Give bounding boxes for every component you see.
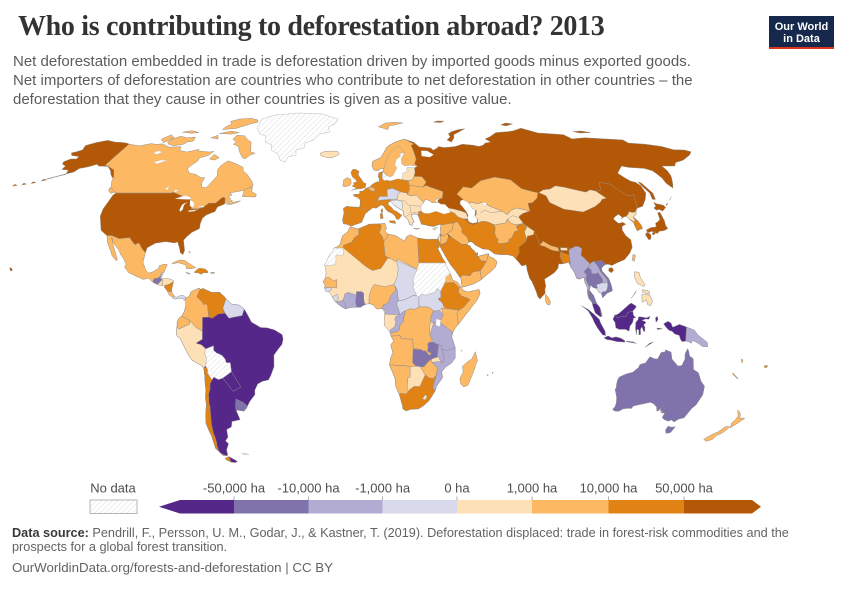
svg-text:10,000 ha: 10,000 ha <box>580 481 639 496</box>
svg-text:No data: No data <box>90 481 136 496</box>
svg-text:0 ha: 0 ha <box>444 481 470 496</box>
svg-text:-10,000 ha: -10,000 ha <box>277 481 340 496</box>
svg-text:50,000 ha: 50,000 ha <box>655 481 714 496</box>
svg-text:-1,000 ha: -1,000 ha <box>355 481 411 496</box>
svg-text:-50,000 ha: -50,000 ha <box>203 481 266 496</box>
svg-text:1,000 ha: 1,000 ha <box>507 481 558 496</box>
